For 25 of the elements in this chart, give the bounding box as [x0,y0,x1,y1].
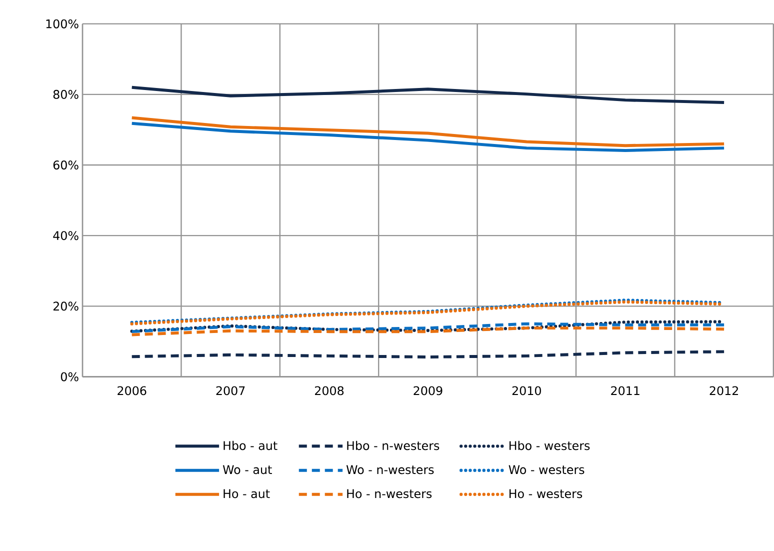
x-tick-label: 2012 [710,386,738,396]
legend-label: Wo - aut [222,465,272,474]
legend-label: Ho - n-westers [347,489,432,498]
y-tick-label: 20% [53,302,78,311]
legend-label: Wo - n-westers [346,465,434,474]
x-tick-label: 2007 [216,386,245,396]
legend-label: Hbo - n-westers [347,441,440,450]
x-tick-label: 2010 [512,386,541,396]
x-tick-label: 2011 [611,386,640,396]
line-series [130,326,726,336]
y-tick-label: 0% [60,372,78,382]
x-tick-label: 2009 [414,386,442,396]
legend-label: Wo - westers [508,465,584,474]
y-tick-label: 40% [53,231,78,240]
y-tick-label: 60% [53,160,78,170]
legend-label: Hbo - aut [224,441,278,450]
line-series [130,86,726,104]
x-tick-label: 2006 [118,386,146,396]
legend-label: Ho - westers [510,489,582,498]
y-tick-label: 100% [46,19,78,28]
line-series [130,122,726,152]
y-tick-label: 80% [53,90,78,100]
x-tick-label: 2008 [315,386,344,396]
legend-label: Ho - aut [224,489,270,498]
legend-label: Hbo - westers [510,441,590,450]
